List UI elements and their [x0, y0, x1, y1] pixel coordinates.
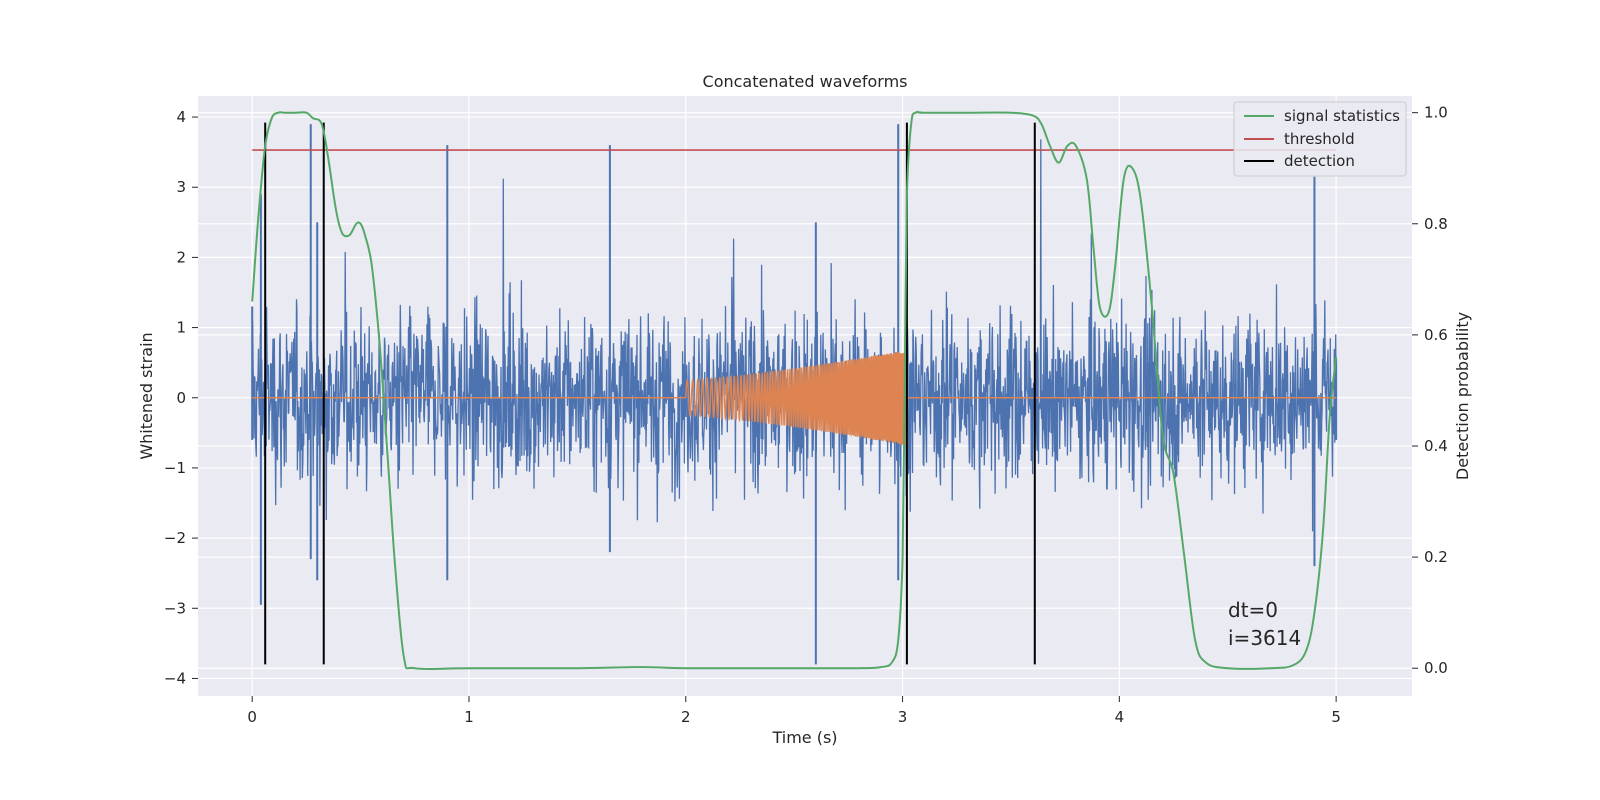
y-tick-label: 4 — [176, 108, 186, 126]
legend-label-detection: detection — [1284, 152, 1355, 170]
legend: signal statistics threshold detection — [1233, 101, 1407, 177]
x-tick-label: 2 — [681, 708, 691, 726]
y2-tick-label: 0.0 — [1424, 659, 1448, 677]
y-tick-label: −3 — [164, 599, 186, 617]
y2-axis-label: Detection probability — [1453, 312, 1472, 480]
injection-chirp — [685, 351, 908, 446]
x-axis-label: Time (s) — [771, 728, 837, 747]
y-tick-label: −2 — [164, 529, 186, 547]
y-tick-label: 0 — [176, 389, 186, 407]
y2-tick-label: 0.4 — [1424, 437, 1448, 455]
y2-tick-label: 0.2 — [1424, 548, 1448, 566]
y2-tick-label: 1.0 — [1424, 104, 1448, 122]
annotation-index: i=3614 — [1228, 626, 1301, 650]
y2-tick-label: 0.8 — [1424, 215, 1448, 233]
annotation-dt: dt=0 — [1228, 598, 1278, 622]
x-tick-label: 3 — [898, 708, 908, 726]
y-axis-label: Whitened strain — [137, 332, 156, 459]
y-tick-label: −1 — [164, 459, 186, 477]
y-tick-label: −4 — [164, 669, 186, 687]
x-tick-label: 0 — [247, 708, 257, 726]
signal-statistics-line — [251, 110, 1338, 671]
y-tick-label: 3 — [176, 178, 186, 196]
y-tick-label: 2 — [176, 248, 186, 266]
x-axis-ticks: 0 1 2 3 4 5 — [247, 696, 1341, 726]
chart-title: Concatenated waveforms — [703, 72, 908, 91]
x-tick-label: 1 — [464, 708, 474, 726]
y2-tick-label: 0.6 — [1424, 326, 1448, 344]
y-axis-ticks: 4 3 2 1 0 −1 −2 −3 −4 — [164, 108, 198, 687]
x-tick-label: 5 — [1331, 708, 1341, 726]
x-tick-label: 4 — [1115, 708, 1125, 726]
legend-label-threshold: threshold — [1284, 130, 1355, 148]
legend-label-signal-statistics: signal statistics — [1284, 107, 1400, 125]
legend-frame — [1233, 101, 1407, 177]
signal-statistics-series — [251, 110, 1338, 671]
annotation: dt=0 i=3614 — [1228, 598, 1301, 650]
y2-axis-ticks: 1.0 0.8 0.6 0.4 0.2 0.0 — [1412, 104, 1448, 677]
y-tick-label: 1 — [176, 319, 186, 337]
